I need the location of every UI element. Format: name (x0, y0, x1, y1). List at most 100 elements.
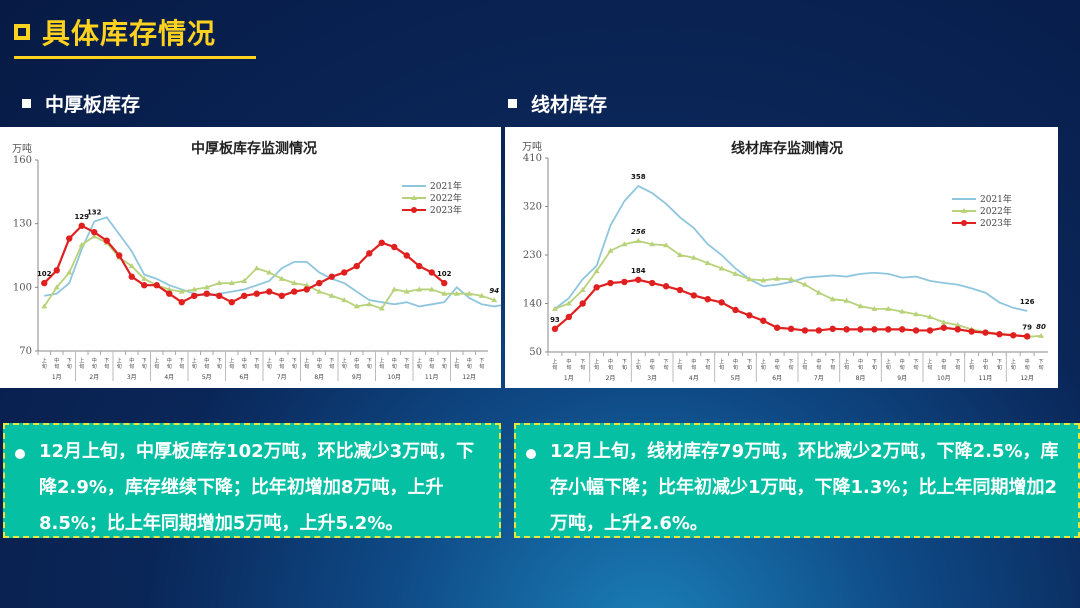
title-square-icon (14, 24, 30, 40)
x-tick-label: 中旬 (983, 358, 988, 371)
legend-label: 2021年 (430, 180, 462, 192)
series-point (141, 275, 148, 281)
x-tick-label: 下旬 (404, 358, 409, 370)
series-point (78, 241, 85, 247)
plate-inventory-chart: 中厚板库存监测情况万吨70100130160上旬中旬下旬上旬中旬下旬上旬中旬下旬… (12, 140, 501, 381)
y-tick-label: 410 (523, 153, 542, 164)
series-point (353, 303, 360, 309)
series-point (857, 303, 864, 309)
series-point (1010, 332, 1017, 339)
data-label: 184 (631, 267, 646, 275)
series-point (648, 279, 656, 287)
series-point (53, 284, 60, 290)
series-point (663, 242, 670, 248)
series-point (266, 288, 273, 295)
left-heading: 中厚板库存 (22, 90, 140, 117)
x-tick-label: 中旬 (279, 357, 284, 370)
series-point (801, 327, 809, 334)
y-tick-label: 100 (13, 282, 32, 293)
x-tick-label: 中旬 (467, 357, 472, 370)
x-tick-label: 中旬 (242, 357, 247, 370)
series-point (91, 233, 98, 239)
x-tick-label: 下旬 (179, 358, 184, 370)
x-tick-label: 中旬 (92, 357, 97, 370)
wire-summary-text: 12月上旬，线材库存79万吨，环比减少2万吨，下降2.5%，库存小幅下降；比年初… (550, 441, 1059, 534)
series-point (453, 290, 460, 296)
x-tick-label: 下旬 (142, 358, 147, 370)
series-point (303, 286, 310, 293)
series-point (732, 306, 739, 314)
series-point (66, 269, 73, 275)
series-point (579, 287, 586, 293)
series-point (788, 276, 795, 282)
y-axis-unit: 万吨 (522, 140, 542, 153)
x-tick-label: 中旬 (858, 358, 863, 371)
x-tick-label: 下旬 (955, 359, 960, 371)
x-tick-label: 中旬 (650, 358, 655, 371)
series-point (491, 297, 498, 303)
series-point (704, 295, 711, 303)
legend-label: 2023年 (980, 217, 1012, 229)
series-point (1023, 333, 1031, 340)
series-point (593, 284, 600, 291)
y-tick-label: 70 (19, 346, 32, 357)
month-label: 10月 (937, 375, 951, 382)
series-line-2021年 (44, 216, 501, 308)
left-heading-text: 中厚板库存 (45, 94, 141, 116)
series-point (41, 279, 48, 287)
x-tick-label: 下旬 (479, 358, 484, 370)
series-point (635, 276, 642, 283)
series-point (191, 286, 198, 292)
series-point (41, 303, 48, 309)
series-point (103, 237, 110, 244)
x-tick-label: 中旬 (608, 358, 613, 371)
legend-label: 2022年 (980, 205, 1012, 217)
plate-summary-box: 12月上旬，中厚板库存102万吨，环比减少3万吨，下降2.9%，库存继续下降；比… (3, 423, 501, 538)
x-tick-label: 下旬 (254, 358, 259, 370)
series-point (466, 290, 473, 296)
month-label: 5月 (731, 375, 741, 382)
data-label: 80 (1036, 323, 1046, 331)
right-heading-text: 线材库存 (531, 94, 608, 116)
series-point (885, 305, 892, 311)
x-tick-label: 中旬 (566, 358, 571, 371)
x-tick-label: 中旬 (691, 358, 696, 371)
series-point (913, 311, 920, 317)
series-point (718, 265, 725, 271)
x-tick-label: 下旬 (580, 359, 585, 371)
month-label: 3月 (127, 374, 137, 381)
month-label: 8月 (314, 374, 324, 381)
x-tick-label: 上旬 (969, 358, 974, 371)
series-point (341, 269, 348, 276)
series-point (241, 292, 248, 300)
x-tick-label: 下旬 (789, 359, 794, 371)
x-tick-label: 上旬 (594, 358, 599, 371)
month-label: 1月 (564, 375, 574, 382)
series-point (871, 305, 878, 311)
series-point (773, 324, 781, 331)
series-point (66, 235, 73, 242)
series-point (428, 269, 435, 276)
series-point (216, 292, 223, 300)
series-point (982, 329, 989, 336)
month-label: 7月 (277, 374, 287, 381)
month-label: 9月 (352, 374, 362, 381)
series-point (153, 282, 160, 289)
x-tick-label: 上旬 (1011, 358, 1016, 371)
series-line-2021年 (554, 184, 1028, 312)
x-tick-label: 上旬 (454, 357, 459, 370)
series-point (676, 286, 684, 294)
series-point (353, 262, 360, 270)
series-point (843, 297, 850, 303)
legend-marker (411, 207, 417, 213)
x-tick-label: 上旬 (761, 358, 766, 371)
series-point (266, 269, 273, 275)
x-tick-label: 上旬 (267, 357, 272, 370)
x-tick-label: 下旬 (292, 358, 297, 370)
month-label: 8月 (856, 375, 866, 382)
series-point (857, 326, 864, 333)
series-point (428, 286, 435, 292)
chart-title: 线材库存监测情况 (731, 140, 843, 157)
series-point (885, 326, 892, 333)
series-point (441, 290, 448, 296)
